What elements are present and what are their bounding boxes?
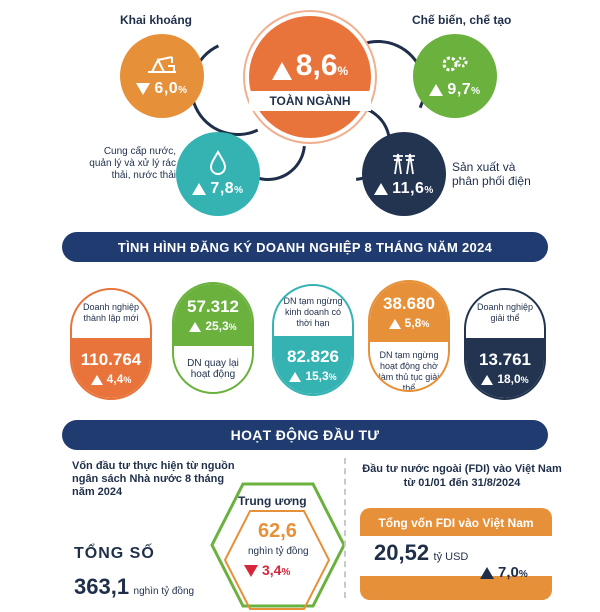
- enterprise-pill-return: 57.312 25,3% DN quay lại hoạt động: [172, 282, 254, 394]
- sector-pct-power: 11,6%: [374, 180, 434, 198]
- enterprise-pct-dissolved: 18,0%: [481, 372, 529, 386]
- sector-label-mining: Khai khoáng: [120, 13, 193, 27]
- enterprise-pct-suspended: 15,3%: [289, 369, 337, 383]
- enterprise-label-suspended: DN tạm ngừng kinh doanh có thời hạn: [283, 296, 343, 328]
- investment-banner: HOẠT ĐỘNG ĐẦU TƯ: [62, 420, 548, 450]
- fdi-value: 20,52 tỷ USD: [374, 540, 469, 565]
- central-value: 62,6: [258, 520, 297, 542]
- state-investment-title: Vốn đầu tư thực hiện từ nguồn ngân sách …: [72, 460, 235, 498]
- sector-pct-water: 7,8%: [192, 180, 243, 198]
- enterprise-pct-new: 4,4%: [90, 372, 131, 386]
- gears-icon: [442, 56, 468, 72]
- sector-label-power: Sản xuất và phân phối điện: [452, 160, 531, 188]
- registration-banner: TÌNH HÌNH ĐĂNG KÝ DOANH NGHIỆP 8 THÁNG N…: [62, 232, 548, 262]
- sector-circle-power: 11,6%: [362, 132, 446, 216]
- total-industry-value: 8,6%: [271, 49, 348, 83]
- power-tower-icon: [393, 153, 415, 175]
- enterprise-pill-dissolved: Doanh nghiệp giải thể 13.761 18,0%: [464, 288, 546, 400]
- sector-pct-manufacturing: 9,7%: [429, 81, 480, 99]
- sector-label-manufacturing: Chế biến, chế tạo: [412, 13, 512, 27]
- water-drop-icon: [209, 150, 227, 175]
- total-value: 363,1 nghìn tỷ đồng: [74, 574, 195, 599]
- enterprise-value-dissolved: 13.761: [479, 350, 531, 369]
- enterprise-value-new: 110.764: [80, 350, 142, 369]
- sector-label-water: Cung cấp nước, quản lý và xử lý rác thải…: [89, 146, 176, 181]
- sector-pct-mining: 6,0%: [136, 80, 187, 98]
- fdi-box: Tổng vốn FDI vào Việt Nam 20,52 tỷ USD 7…: [360, 508, 552, 600]
- central-pct: 3,4%: [244, 562, 290, 578]
- fdi-title: Đầu tư nước ngoài (FDI) vào Việt Nam từ …: [362, 463, 562, 489]
- enterprise-pill-pending-dissolve: 38.680 5,8% DN tạm ngừng hoạt động chờ l…: [368, 280, 450, 392]
- central-label: Trung ương: [238, 494, 307, 508]
- enterprise-pct-pending-dissolve: 5,8%: [388, 316, 429, 330]
- enterprise-pct-return: 25,3%: [189, 319, 237, 333]
- sector-circle-mining: 6,0%: [120, 34, 204, 118]
- enterprise-pill-suspended: DN tạm ngừng kinh doanh có thời hạn 82.8…: [272, 284, 354, 396]
- enterprise-label-pending-dissolve: DN tạm ngừng hoạt động chờ làm thủ tục g…: [378, 350, 440, 392]
- section-divider: [344, 458, 347, 598]
- fdi-pct: 7,0%: [480, 564, 528, 581]
- central-unit: nghìn tỷ đồng: [248, 546, 309, 557]
- enterprise-pill-new: Doanh nghiệp thành lập mới 110.764 4,4%: [70, 288, 152, 400]
- enterprise-value-suspended: 82.826: [287, 347, 339, 366]
- enterprise-label-new: Doanh nghiệp thành lập mới: [82, 302, 140, 323]
- enterprise-label-return: DN quay lại hoạt động: [187, 358, 239, 380]
- total-label: TỔNG SỐ: [74, 545, 155, 562]
- total-industry-label: TOÀN NGÀNH: [249, 91, 371, 111]
- sector-circle-manufacturing: 9,7%: [413, 34, 497, 118]
- oil-pump-icon: [148, 56, 176, 73]
- sector-circle-water: 7,8%: [176, 132, 260, 216]
- total-industry-circle: 8,6% TOÀN NGÀNH: [249, 16, 371, 138]
- enterprise-value-pending-dissolve: 38.680: [383, 294, 435, 313]
- fdi-box-title: Tổng vốn FDI vào Việt Nam: [378, 516, 534, 530]
- enterprise-label-dissolved: Doanh nghiệp giải thể: [476, 302, 534, 323]
- enterprise-value-return: 57.312: [187, 297, 239, 316]
